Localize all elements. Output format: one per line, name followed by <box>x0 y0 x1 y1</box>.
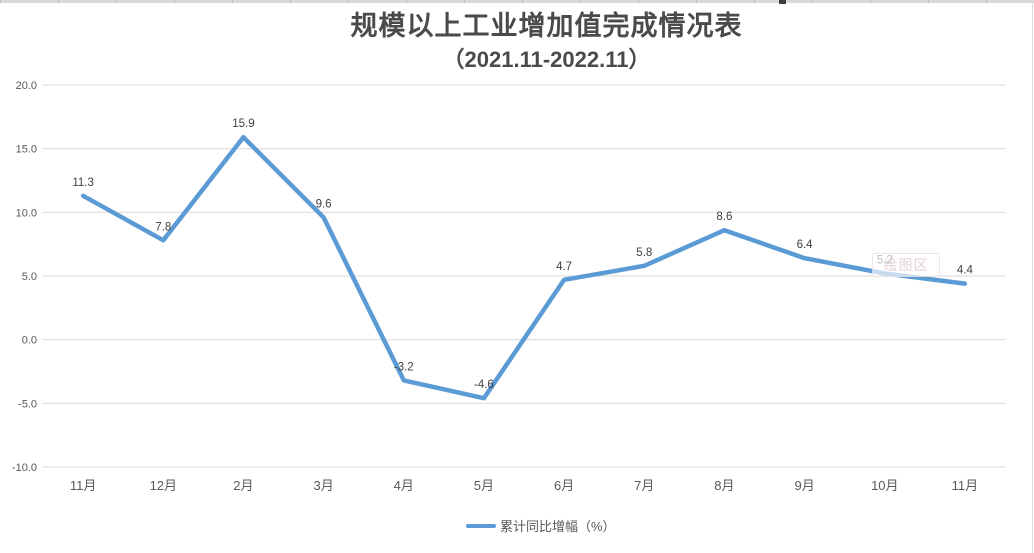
data-label: 15.9 <box>232 118 254 130</box>
x-axis-tick-label: 10月 <box>871 478 898 493</box>
data-label: 7.8 <box>155 221 171 233</box>
x-axis-tick-label: 2月 <box>233 478 253 493</box>
x-axis-tick-label: 5月 <box>474 478 494 493</box>
x-axis-tick-label: 3月 <box>313 478 333 493</box>
x-axis-tick-label: 6月 <box>554 478 574 493</box>
data-label: 11.3 <box>72 177 94 189</box>
chart-title: 规模以上工业增加值完成情况表 <box>350 11 743 41</box>
x-axis-tick-label: 12月 <box>150 478 177 493</box>
y-axis-tick-label: 5.0 <box>22 271 37 283</box>
data-label: 5.2 <box>877 255 893 267</box>
x-axis-tick-label: 4月 <box>394 478 414 493</box>
chart-title-block[interactable]: 规模以上工业增加值完成情况表 （2021.11-2022.11） <box>60 8 1033 76</box>
x-axis-tick-label: 9月 <box>794 478 814 493</box>
data-label: 6.4 <box>797 239 814 251</box>
x-axis-tick-label: 11月 <box>952 478 979 493</box>
y-axis-tick-label: 10.0 <box>16 207 37 219</box>
data-label: 4.7 <box>556 261 572 273</box>
x-axis-tick-label: 7月 <box>634 478 654 493</box>
data-label: -3.2 <box>394 361 414 373</box>
x-axis-tick-label: 8月 <box>714 478 734 493</box>
data-label: 4.4 <box>957 265 974 277</box>
data-label: 8.6 <box>716 211 732 223</box>
y-axis-tick-label: 20.0 <box>16 80 37 92</box>
worksheet-top-gridline <box>0 0 1034 3</box>
legend-line-marker <box>466 523 496 528</box>
y-axis-tick-label: 15.0 <box>16 144 37 156</box>
y-axis-tick-label: -10.0 <box>12 462 37 474</box>
data-label: 5.8 <box>636 247 652 259</box>
worksheet-top-mark <box>779 0 786 4</box>
worksheet-right-gridline <box>1032 0 1033 553</box>
legend[interactable]: 累计同比增幅（%） <box>466 517 616 534</box>
chart-subtitle: （2021.11-2022.11） <box>442 47 651 72</box>
x-axis-tick-label: 11月 <box>70 478 97 493</box>
y-axis-tick-label: 0.0 <box>22 335 37 347</box>
legend-label: 累计同比增幅（%） <box>500 519 616 534</box>
y-axis-tick-label: -5.0 <box>18 398 37 410</box>
data-label: 9.6 <box>316 198 332 210</box>
series-line[interactable] <box>80 134 968 401</box>
data-label: -4.6 <box>474 379 494 391</box>
